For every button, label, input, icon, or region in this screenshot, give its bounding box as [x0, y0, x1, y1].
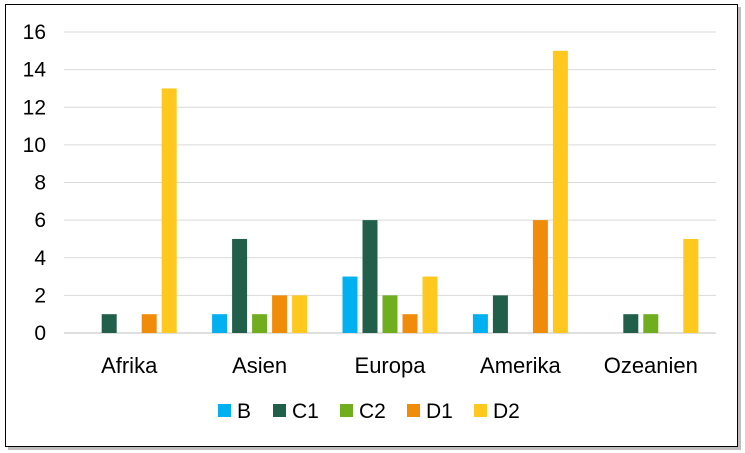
bar-c2-ozeanien [643, 314, 659, 333]
y-tick-label: 6 [34, 209, 46, 232]
y-tick-label: 14 [23, 59, 47, 82]
legend: B C1 C2 D1 D2 [218, 400, 520, 423]
category-label: Ozeanien [604, 353, 698, 378]
legend-swatch [407, 404, 420, 417]
bar-b-amerika [472, 314, 488, 333]
legend-label: C1 [292, 400, 319, 423]
bar-d1-europa [402, 314, 418, 333]
legend-swatch [340, 404, 353, 417]
bar-d2-afrika [161, 88, 177, 333]
y-tick-label: 0 [34, 322, 46, 345]
legend-label: D1 [426, 400, 453, 423]
bar-c2-asien [252, 314, 268, 333]
y-tick-label: 10 [23, 134, 46, 157]
legend-swatch [474, 404, 487, 417]
bar-b-europa [342, 276, 358, 333]
bar-c1-amerika [492, 295, 508, 333]
legend-swatch [273, 404, 286, 417]
bar-c1-ozeanien [623, 314, 639, 333]
bar-b-asien [212, 314, 228, 333]
y-tick-label: 8 [34, 172, 46, 195]
y-tick-label: 12 [23, 96, 46, 119]
bar-d2-asien [292, 295, 308, 333]
bar-c2-europa [382, 295, 398, 333]
bar-d2-ozeanien [683, 238, 699, 333]
bar-d1-amerika [532, 220, 548, 333]
bar-d2-amerika [552, 50, 568, 333]
legend-label: B [237, 400, 251, 423]
legend-item-d2: D2 [474, 400, 520, 423]
bar-c1-afrika [101, 314, 117, 333]
category-label: Amerika [480, 353, 561, 378]
bar-d2-europa [422, 276, 438, 333]
legend-item-b: B [218, 400, 251, 423]
y-tick-label: 2 [34, 284, 46, 307]
legend-label: D2 [493, 400, 520, 423]
bar-c1-asien [232, 238, 248, 333]
legend-label: C2 [359, 400, 386, 423]
legend-item-c2: C2 [340, 400, 386, 423]
y-axis-ticks: 0 2 4 6 8 10 12 14 16 [23, 21, 47, 345]
legend-swatch [218, 404, 231, 417]
bar-c1-europa [362, 220, 378, 333]
y-tick-label: 16 [23, 21, 46, 44]
category-label: Asien [232, 353, 287, 378]
y-tick-label: 4 [34, 247, 46, 270]
category-label: Afrika [101, 353, 158, 378]
legend-item-d1: D1 [407, 400, 453, 423]
legend-item-c1: C1 [273, 400, 319, 423]
x-axis-categories: Afrika Asien Europa Amerika Ozeanien [101, 353, 698, 378]
bar-d1-afrika [141, 314, 157, 333]
category-label: Europa [355, 353, 427, 378]
bar-d1-asien [272, 295, 288, 333]
bars [101, 50, 699, 333]
